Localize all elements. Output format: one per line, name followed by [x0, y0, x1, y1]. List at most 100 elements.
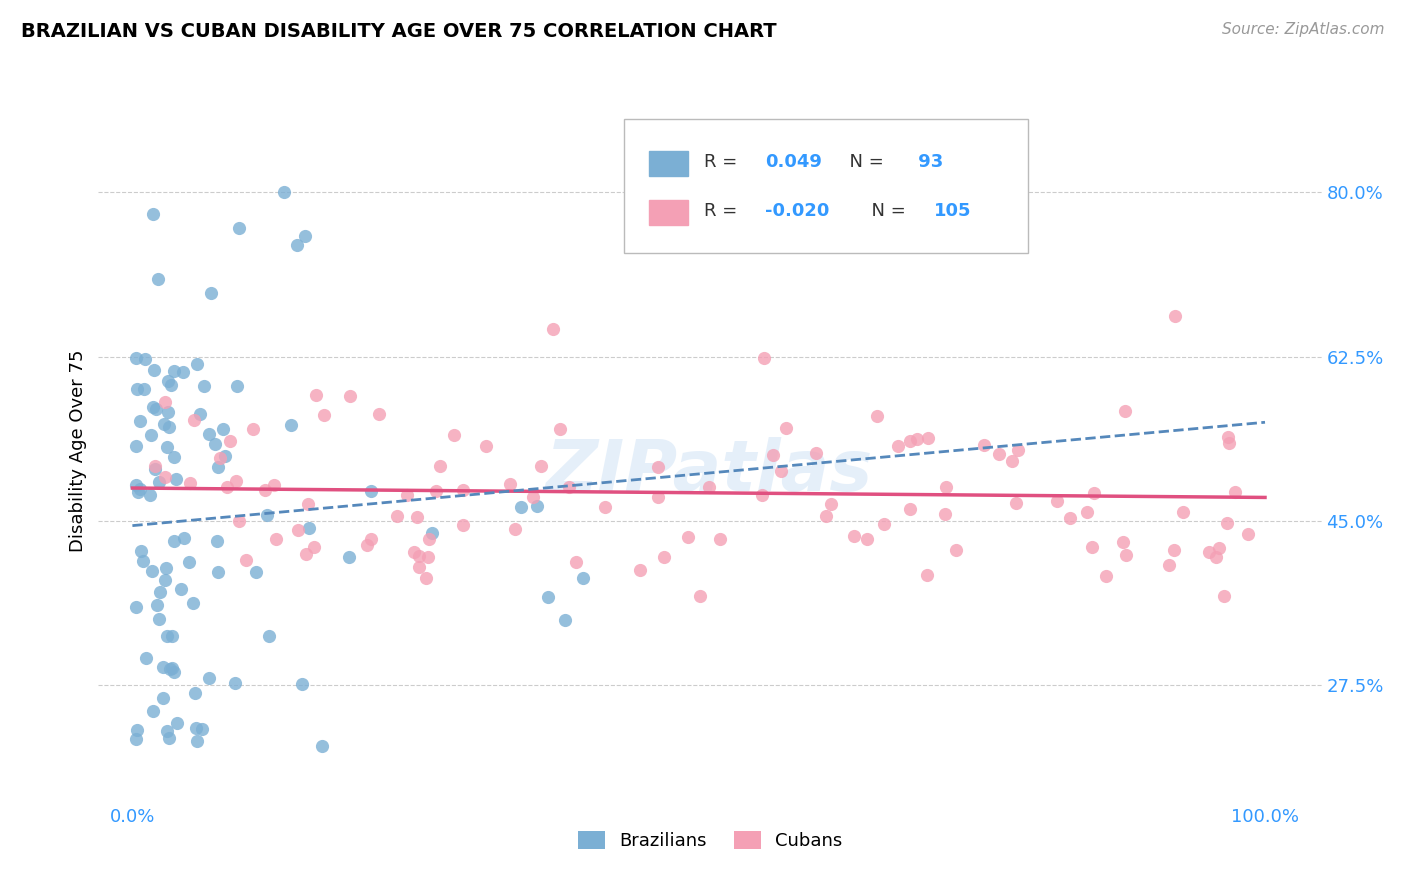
Point [593, 500, 616, 514]
Point [181, 596, 204, 610]
Point [157, 405, 180, 419]
Point [163, 364, 186, 378]
Point [142, 704, 165, 718]
Point [148, 475, 170, 489]
Point [155, 560, 177, 574]
Point [1081, 540, 1104, 554]
Point [522, 490, 544, 504]
Point [179, 555, 201, 569]
Point [129, 543, 152, 558]
Point [191, 722, 214, 736]
Point [887, 439, 910, 453]
Point [1163, 542, 1185, 557]
Point [1237, 527, 1260, 541]
Point [273, 185, 295, 199]
Point [225, 474, 247, 488]
Point [245, 565, 267, 579]
Bar [648, 151, 688, 176]
Point [337, 550, 360, 565]
Point [558, 480, 581, 494]
Point [153, 574, 176, 588]
Point [554, 613, 576, 627]
Point [443, 428, 465, 442]
Point [509, 500, 531, 515]
Point [211, 422, 233, 436]
Point [173, 531, 195, 545]
Point [153, 417, 176, 431]
Point [395, 487, 418, 501]
Point [156, 440, 179, 454]
Point [198, 426, 221, 441]
Point [146, 598, 169, 612]
Text: 0.049: 0.049 [765, 153, 823, 170]
Point [152, 690, 174, 705]
Point [905, 433, 928, 447]
Point [200, 286, 222, 301]
Point [228, 220, 250, 235]
Point [408, 559, 430, 574]
Point [125, 382, 148, 396]
Point [1208, 541, 1230, 556]
Point [204, 437, 226, 451]
Point [179, 475, 201, 490]
Point [898, 502, 921, 516]
Point [217, 480, 239, 494]
Point [1114, 404, 1136, 418]
Point [1157, 558, 1180, 573]
Point [709, 533, 731, 547]
Point [815, 509, 838, 524]
Point [125, 351, 148, 365]
Point [163, 665, 186, 679]
Point [155, 629, 177, 643]
Point [917, 431, 939, 445]
Point [697, 480, 720, 494]
Point [129, 482, 152, 496]
Point [1171, 505, 1194, 519]
Point [406, 510, 429, 524]
Point [1216, 516, 1239, 530]
Point [1213, 589, 1236, 603]
Point [505, 522, 527, 536]
Point [219, 434, 242, 448]
Point [451, 483, 474, 498]
Point [572, 571, 595, 585]
Point [224, 676, 246, 690]
Point [183, 413, 205, 427]
Point [291, 677, 314, 691]
Point [280, 418, 302, 433]
Point [1163, 309, 1185, 323]
Point [155, 470, 177, 484]
Point [385, 508, 408, 523]
Point [356, 538, 378, 552]
Text: -0.020: -0.020 [765, 202, 830, 219]
Point [160, 629, 183, 643]
Point [1198, 545, 1220, 559]
Point [184, 721, 207, 735]
Point [429, 459, 451, 474]
Point [193, 379, 215, 393]
Point [475, 439, 498, 453]
Point [541, 322, 564, 336]
Point [775, 421, 797, 435]
Point [148, 585, 170, 599]
Point [127, 485, 149, 500]
Point [311, 739, 333, 753]
Point [915, 568, 938, 582]
Point [804, 446, 827, 460]
Point [842, 529, 865, 543]
Point [139, 427, 162, 442]
Point [934, 507, 956, 521]
Point [305, 388, 328, 402]
Point [256, 508, 278, 522]
Point [1205, 550, 1227, 565]
Point [205, 533, 228, 548]
Point [142, 400, 165, 414]
Point [285, 238, 308, 252]
Point [242, 422, 264, 436]
Point [152, 659, 174, 673]
Point [160, 661, 183, 675]
Point [935, 480, 957, 494]
Point [142, 207, 165, 221]
Point [1059, 511, 1081, 525]
Point [1115, 548, 1137, 562]
